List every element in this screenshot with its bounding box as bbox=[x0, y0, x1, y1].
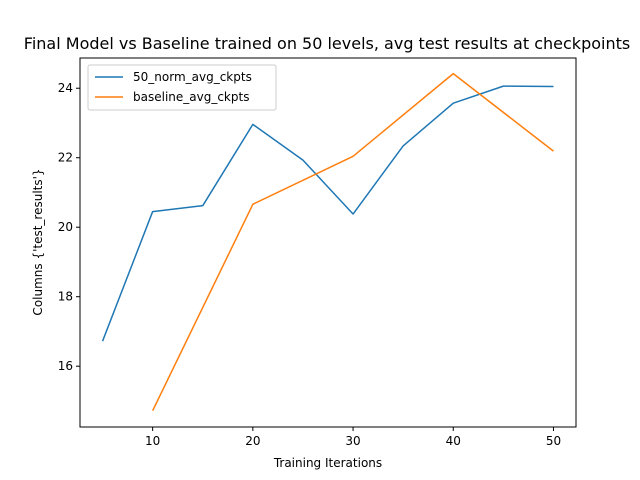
x-tick-label: 10 bbox=[145, 434, 160, 448]
y-tick-label: 22 bbox=[58, 151, 73, 165]
x-tick-label: 20 bbox=[245, 434, 260, 448]
y-axis: 16 18 20 22 24 bbox=[58, 81, 80, 373]
series-line-50_norm_avg_ckpts bbox=[101, 85, 554, 342]
legend-label: baseline_avg_ckpts bbox=[133, 90, 249, 104]
series-line-baseline_avg_ckpts bbox=[151, 72, 554, 411]
legend: 50_norm_avg_ckpts baseline_avg_ckpts bbox=[87, 64, 277, 111]
x-tick-label: 30 bbox=[345, 434, 360, 448]
x-axis-label: Training Iterations bbox=[273, 456, 382, 470]
y-tick-label: 24 bbox=[58, 81, 73, 95]
legend-box bbox=[87, 64, 277, 111]
legend-label: 50_norm_avg_ckpts bbox=[133, 70, 252, 84]
x-tick-label: 50 bbox=[546, 434, 561, 448]
y-axis-label: Columns {'test_results'} bbox=[31, 168, 45, 315]
y-tick-label: 16 bbox=[58, 359, 73, 373]
x-axis: 10 20 30 40 50 bbox=[145, 427, 561, 448]
x-tick-label: 40 bbox=[446, 434, 461, 448]
y-tick-label: 20 bbox=[58, 220, 73, 234]
y-tick-label: 18 bbox=[58, 290, 73, 304]
axes-frame bbox=[79, 57, 577, 428]
chart-title: Final Model vs Baseline trained on 50 le… bbox=[24, 34, 630, 53]
plot-area bbox=[101, 72, 554, 411]
